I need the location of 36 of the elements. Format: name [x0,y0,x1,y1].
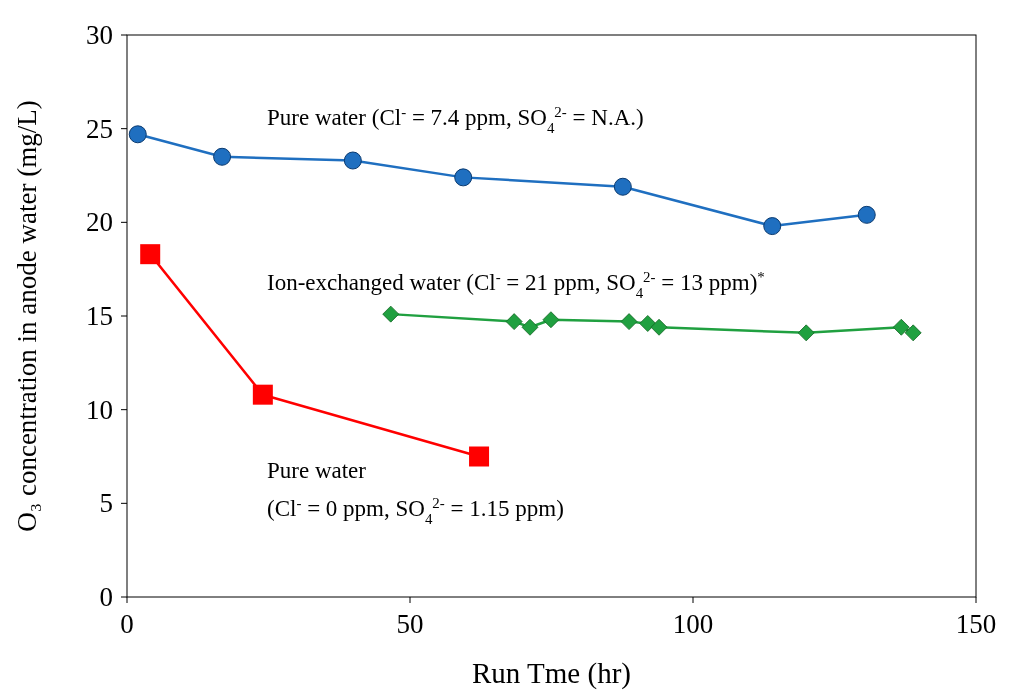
point [382,305,400,323]
series-label: Ion-exchanged water (Cl$^{-}$ = 21 ppm, SO$_{4}$$^{2-}$ = 13 ppm)$^{*}$ [267,269,765,301]
point [613,177,632,196]
y-tick-label: 30 [86,20,113,50]
point [763,217,782,236]
point [128,125,147,144]
point [904,324,922,342]
point [454,168,473,187]
x-tick-label: 0 [120,609,134,639]
point [797,324,815,342]
y-tick-label: 0 [99,582,113,612]
point [639,315,657,332]
point [892,318,910,336]
y-tick-label: 10 [86,394,113,425]
x-tick-label: 150 [955,609,997,639]
point [650,318,668,336]
x-tick-label: 50 [396,609,424,639]
x-axis-title: Run Tme (hr) [472,657,631,690]
series-label: Pure water (Cl$^{-}$ = 7.4 ppm, SO$_{4}$$^{2-}$ = N.A.) [267,104,644,136]
y-tick-label: 5 [99,488,113,519]
point [469,446,490,467]
point [620,313,638,331]
text: Pure water (Cl$^{-}$ = 0 ppm, SO$_{4}$$^{2-}$ = 1.15 ppm) [267,458,564,527]
y-axis-title: O₃ concentration in anode water (mg/L) [12,100,42,532]
point [343,151,362,170]
point [857,205,876,224]
y-tick-label: 20 [86,207,113,238]
point [213,147,232,166]
y-tick-label: 15 [86,301,113,331]
x-tick-label: 100 [672,609,714,639]
point [252,384,273,405]
y-tick-label: 25 [86,113,113,144]
point [140,244,161,265]
point [542,311,560,329]
point [521,318,539,336]
point [505,313,523,331]
